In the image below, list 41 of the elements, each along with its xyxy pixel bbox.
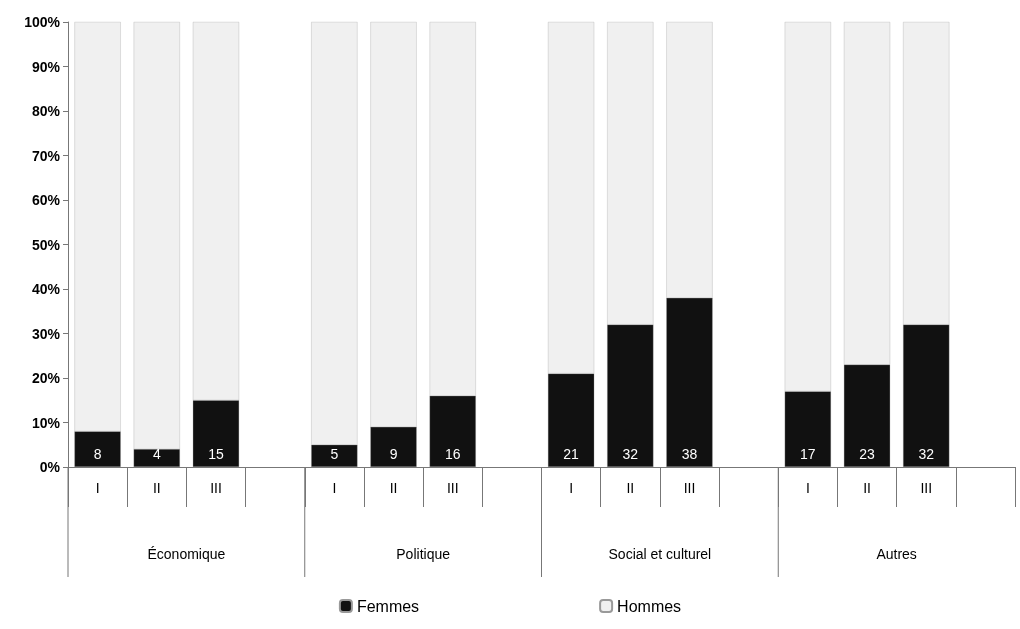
data-label: 4 <box>152 446 161 462</box>
y-tick-label: 100% <box>24 14 61 30</box>
x-tick-label: III <box>446 480 459 496</box>
x-tick-label: II <box>152 480 161 496</box>
y-tick-label: 50% <box>31 236 61 253</box>
x-tick-label: III <box>210 480 222 496</box>
x-tick-label: III <box>683 480 696 496</box>
y-tick-label: 70% <box>31 147 61 164</box>
data-label: 15 <box>208 446 224 462</box>
y-tick-label: 40% <box>31 281 61 297</box>
data-label: 17 <box>800 446 816 462</box>
text: Politique <box>396 546 451 562</box>
legend-label: Femmes <box>356 597 420 615</box>
text: Autres <box>876 546 917 562</box>
data-label: 21 <box>563 446 580 462</box>
data-label: 32 <box>622 446 639 462</box>
data-label: 38 <box>681 446 698 462</box>
y-tick-label: 90% <box>31 58 61 75</box>
y-tick-label: 30% <box>31 325 61 342</box>
x-tick-label: II <box>626 480 635 496</box>
y-tick-label: 60% <box>31 192 61 208</box>
data-label: 23 <box>859 446 876 462</box>
y-tick-label: 80% <box>31 103 61 119</box>
text: Social et culturel <box>608 546 712 562</box>
legend-label: Hommes <box>617 597 682 615</box>
y-tick-label: 10% <box>31 414 61 431</box>
x-tick-label: I <box>805 480 810 496</box>
x-tick-label: I <box>95 480 100 496</box>
x-tick-label: I <box>332 480 337 496</box>
text: Économique <box>147 546 226 562</box>
data-label: 8 <box>93 446 102 462</box>
data-label: 5 <box>330 446 339 462</box>
x-tick-label: III <box>920 480 933 496</box>
data-label: 9 <box>389 446 398 462</box>
x-tick-label: II <box>389 480 398 496</box>
data-label: 16 <box>444 446 461 462</box>
data-label: 32 <box>918 446 935 462</box>
x-tick-label: II <box>863 480 871 496</box>
y-tick-label: 20% <box>31 370 61 386</box>
x-tick-label: I <box>569 480 574 496</box>
y-tick-label: 0% <box>39 459 61 475</box>
